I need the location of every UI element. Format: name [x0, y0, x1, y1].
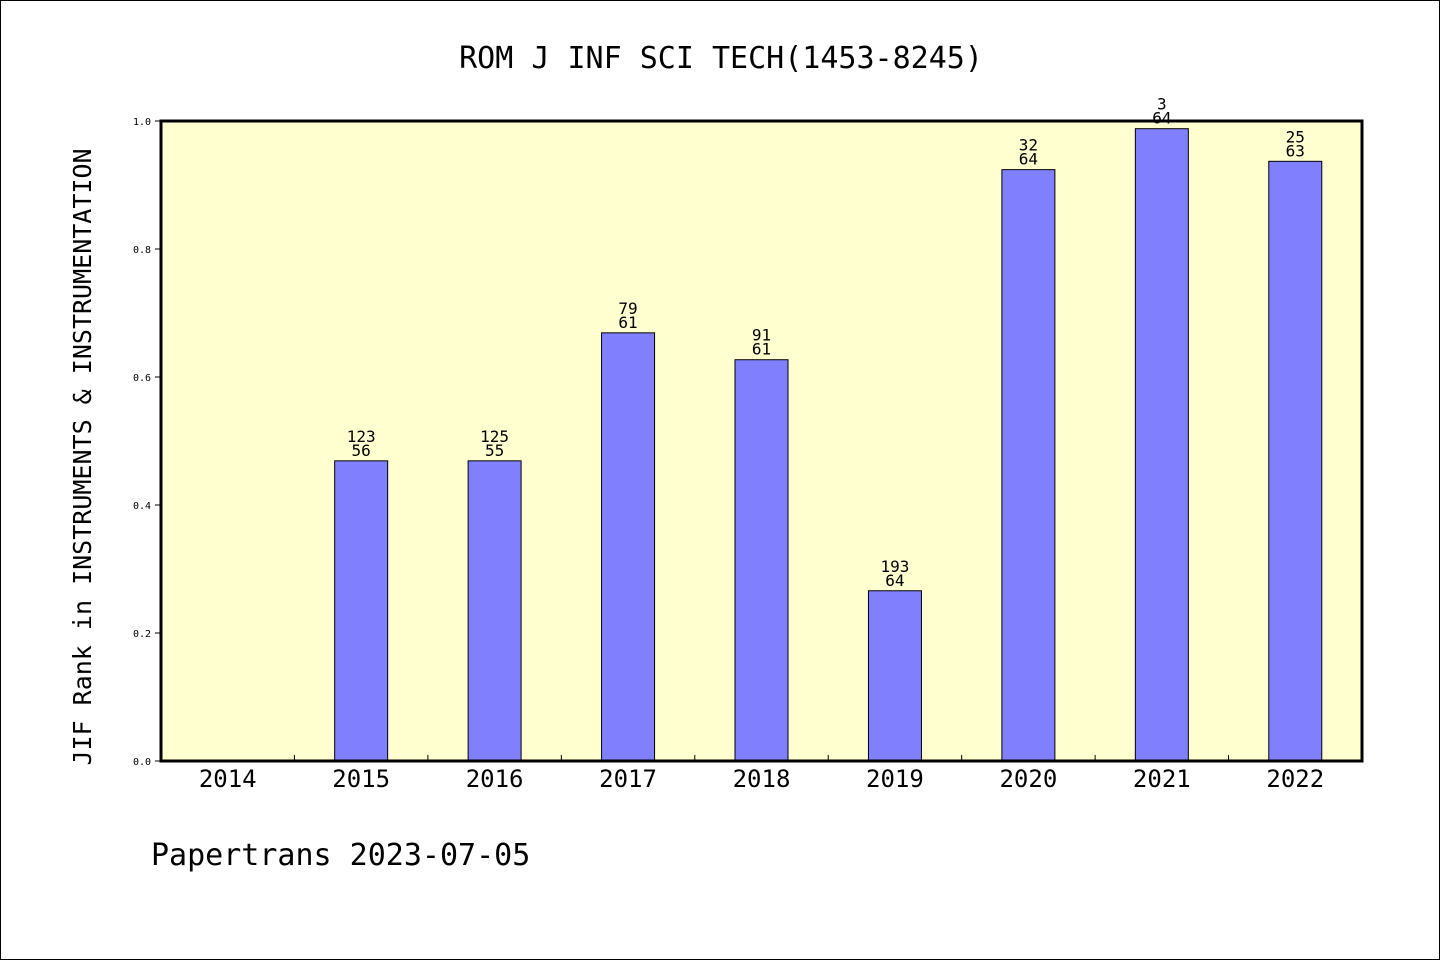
data-label-rank: 123 — [347, 427, 376, 446]
bar-2019 — [867, 590, 922, 762]
x-tick-label: 2020 — [999, 765, 1057, 793]
bars-group — [334, 128, 1323, 762]
x-tick-label: 2014 — [199, 765, 257, 793]
bar-2015 — [334, 460, 389, 762]
y-tick-label: 0.6 — [133, 373, 151, 384]
bar-2021 — [1134, 128, 1189, 762]
data-label-rank: 32 — [1019, 136, 1038, 155]
bar-2022 — [1268, 160, 1323, 762]
data-label-total: 64 — [1019, 150, 1038, 169]
data-label-total: 55 — [485, 441, 504, 460]
data-label-rank: 79 — [618, 299, 637, 318]
x-tick-label: 2017 — [599, 765, 657, 793]
data-label-rank: 25 — [1286, 127, 1305, 146]
x-tick-label: 2021 — [1133, 765, 1191, 793]
x-tick-label: 2015 — [332, 765, 390, 793]
bar-2018 — [734, 359, 789, 762]
data-label-total: 61 — [752, 340, 771, 359]
y-tick-label: 0.2 — [133, 629, 151, 640]
data-label-total: 63 — [1286, 141, 1305, 160]
x-tick-label: 2022 — [1266, 765, 1324, 793]
y-tick-label: 0.4 — [133, 501, 151, 512]
y-ticks-group: 0.0 0.2 0.4 0.6 0.8 1.0 — [133, 117, 161, 768]
data-label-rank: 125 — [480, 427, 509, 446]
bar-2017 — [601, 332, 656, 762]
x-tick-label: 2019 — [866, 765, 924, 793]
bar-2016 — [467, 460, 522, 762]
x-tick-label: 2018 — [733, 765, 791, 793]
y-axis-label: JIF Rank in INSTRUMENTS & INSTRUMENTATIO… — [68, 148, 97, 765]
data-label-rank: 3 — [1157, 95, 1167, 114]
data-label-rank: 91 — [752, 326, 771, 345]
chart-title: ROM J INF SCI TECH(1453-8245) — [459, 41, 983, 76]
y-tick-label: 0.0 — [133, 757, 151, 768]
footer-date-stamp: Papertrans 2023-07-05 — [151, 838, 530, 873]
data-label-total: 61 — [618, 313, 637, 332]
data-label-rank: 193 — [880, 557, 909, 576]
bar-2020 — [1001, 169, 1056, 762]
x-tick-label: 2016 — [466, 765, 524, 793]
data-label-total: 64 — [1152, 109, 1171, 128]
data-label-total: 56 — [352, 441, 371, 460]
y-tick-label: 0.8 — [133, 245, 151, 256]
x-ticks-group: 2014 2015 2016 2017 2018 2019 2020 2021 2022 — [199, 755, 1324, 793]
plot-border — [159, 119, 1364, 763]
data-label-total: 64 — [885, 571, 904, 590]
y-tick-label: 1.0 — [133, 117, 151, 128]
